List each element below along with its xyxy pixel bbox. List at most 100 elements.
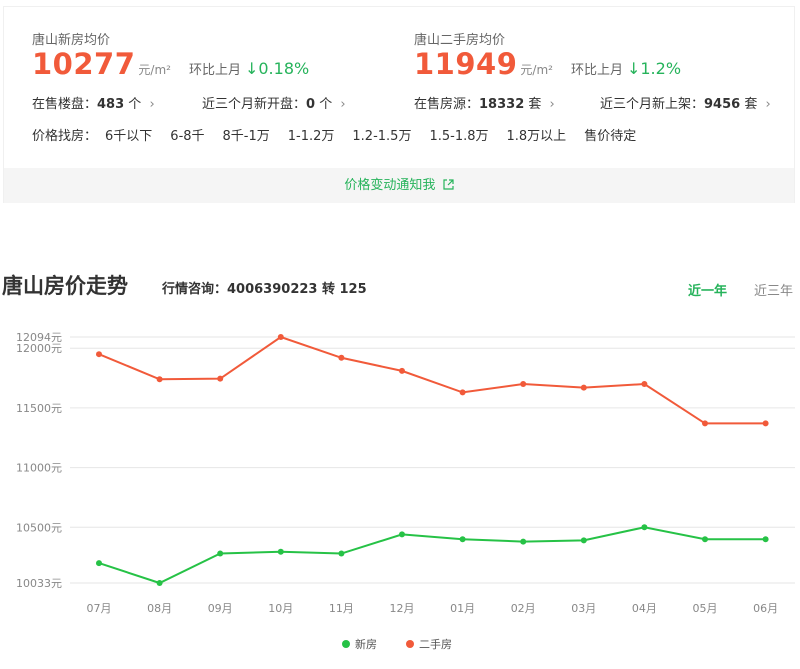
- price-filter-option[interactable]: 1.8万以上: [506, 129, 567, 144]
- data-point: [338, 354, 345, 361]
- legend-label: 二手房: [419, 637, 452, 651]
- second-hand-label: 唐山二手房均价: [414, 33, 506, 48]
- second-hand-onsale-link[interactable]: 在售房源：18332 套 ›: [414, 93, 555, 112]
- data-point: [96, 351, 102, 358]
- hotline-text: 行情咨询：4006390223 转 125: [162, 282, 367, 297]
- price-filter-label: 价格找房：: [32, 129, 98, 144]
- x-tick-label: 10月: [268, 602, 293, 615]
- y-tick-label: 12094元: [16, 331, 62, 344]
- chevron-right-icon: ›: [549, 97, 555, 112]
- x-tick-label: 03月: [571, 602, 596, 615]
- x-tick-label: 06月: [753, 602, 778, 615]
- price-filter-option[interactable]: 1.2-1.5万: [352, 129, 412, 144]
- new-house-mom: ↓0.18%: [245, 59, 309, 78]
- new-list-label: 近三个月新上架：: [600, 97, 705, 112]
- x-tick-label: 07月: [87, 602, 112, 615]
- x-tick-label: 05月: [693, 602, 718, 615]
- legend-marker: [406, 640, 414, 648]
- data-point: [762, 536, 769, 543]
- price-filter-option[interactable]: 6千以下: [105, 129, 153, 144]
- price-filter-option[interactable]: 售价待定: [584, 129, 637, 144]
- data-point: [641, 524, 648, 531]
- new-house-price: 10277: [32, 47, 136, 81]
- onsale-suffix: 个: [128, 97, 142, 112]
- second-hand-mom-value: 1.2%: [640, 59, 682, 78]
- x-tick-label: 09月: [208, 602, 233, 615]
- y-tick-label: 11500元: [16, 402, 62, 415]
- price-filter-option[interactable]: 1-1.2万: [287, 129, 335, 144]
- new-house-unit: 元/m²: [138, 63, 171, 77]
- new-open-value: 0: [306, 97, 316, 112]
- chevron-right-icon: ›: [340, 97, 346, 112]
- chevron-right-icon: ›: [765, 97, 771, 112]
- data-point: [702, 420, 708, 427]
- x-tick-label: 12月: [390, 602, 415, 615]
- x-tick-label: 02月: [511, 602, 536, 615]
- x-tick-label: 01月: [450, 602, 475, 615]
- y-tick-label: 10033元: [16, 577, 62, 590]
- x-tick-label: 04月: [632, 602, 657, 615]
- data-point: [156, 580, 163, 586]
- data-point: [399, 367, 405, 374]
- price-filter-option[interactable]: 6-8千: [170, 129, 205, 144]
- new-house-mom-value: 0.18%: [258, 59, 310, 78]
- data-point: [156, 376, 163, 383]
- series-line: [98, 526, 766, 585]
- x-tick-label: 11月: [329, 602, 354, 615]
- data-point: [762, 420, 769, 427]
- legend-marker: [342, 640, 350, 648]
- onsale-value: 483: [97, 97, 125, 112]
- data-point: [520, 381, 527, 388]
- data-point: [641, 381, 648, 388]
- new-list-value: 9456: [704, 97, 741, 112]
- tab-one-year[interactable]: 近一年: [688, 284, 728, 299]
- chevron-right-icon: ›: [149, 97, 155, 112]
- second-hand-price-row: 11949 元/m² 环比上月 ↓1.2%: [414, 47, 681, 81]
- data-point: [520, 538, 527, 545]
- onsale-value: 18332: [479, 97, 525, 112]
- onsale-label: 在售房源：: [414, 97, 480, 112]
- data-point: [459, 389, 466, 396]
- second-hand-mom-label: 环比上月: [570, 63, 623, 78]
- new-house-new-open-link[interactable]: 近三个月新开盘：0 个 ›: [202, 93, 346, 112]
- trend-title: 唐山房价走势: [2, 274, 128, 298]
- data-point: [580, 537, 587, 544]
- tab-three-years[interactable]: 近三年: [754, 284, 794, 299]
- second-hand-unit: 元/m²: [520, 63, 553, 77]
- price-stats-card: 唐山新房均价 10277 元/m² 环比上月 ↓0.18% 在售楼盘：483 个…: [3, 6, 795, 203]
- x-tick-label: 08月: [147, 602, 172, 615]
- data-point: [217, 375, 224, 382]
- data-point: [702, 536, 708, 543]
- price-filter-row: 价格找房： 6千以下 6-8千 8千-1万 1-1.2万 1.2-1.5万 1.…: [32, 125, 654, 144]
- arrow-down-icon: ↓: [244, 59, 259, 78]
- onsale-label: 在售楼盘：: [32, 97, 98, 112]
- y-tick-label: 12000元: [16, 342, 62, 355]
- data-point: [96, 560, 102, 567]
- new-house-price-row: 10277 元/m² 环比上月 ↓0.18%: [32, 47, 309, 81]
- data-point: [217, 550, 224, 557]
- external-link-icon: [442, 179, 454, 190]
- legend-label: 新房: [355, 637, 377, 651]
- data-point: [338, 550, 345, 557]
- new-list-suffix: 套: [744, 97, 758, 112]
- onsale-suffix: 套: [528, 97, 542, 112]
- new-open-label: 近三个月新开盘：: [202, 97, 307, 112]
- data-point: [277, 334, 284, 340]
- new-house-label: 唐山新房均价: [32, 33, 111, 48]
- y-tick-label: 11000元: [16, 462, 62, 475]
- price-notify-button[interactable]: 价格变动通知我: [4, 168, 794, 203]
- new-open-suffix: 个: [319, 97, 333, 112]
- price-filter-option[interactable]: 8千-1万: [222, 129, 270, 144]
- price-filter-option[interactable]: 1.5-1.8万: [429, 129, 489, 144]
- second-hand-new-list-link[interactable]: 近三个月新上架：9456 套 ›: [600, 93, 771, 112]
- second-hand-mom: ↓1.2%: [627, 59, 681, 78]
- data-point: [580, 384, 587, 391]
- new-house-onsale-link[interactable]: 在售楼盘：483 个 ›: [32, 93, 155, 112]
- data-point: [277, 548, 284, 555]
- data-point: [459, 536, 466, 543]
- notify-label: 价格变动通知我: [344, 178, 436, 193]
- series-line: [98, 335, 766, 425]
- new-house-mom-label: 环比上月: [188, 63, 241, 78]
- second-hand-price: 11949: [414, 47, 518, 81]
